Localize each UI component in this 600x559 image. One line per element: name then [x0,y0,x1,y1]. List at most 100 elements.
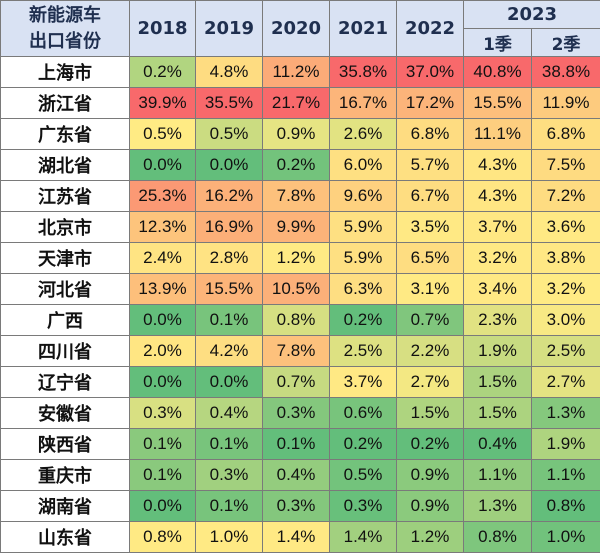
heatmap-cell: 4.3% [463,180,532,212]
heatmap-cell: 0.0% [195,149,263,181]
heatmap-cell: 1.4% [329,521,397,553]
heatmap-cell: 39.9% [129,87,196,119]
heatmap-cell: 0.9% [262,118,330,150]
heatmap-cell: 15.5% [463,87,532,119]
heatmap-cell: 5.9% [329,242,397,274]
heatmap-cell: 1.3% [530,397,600,429]
heatmap-cell: 0.1% [195,304,263,336]
heatmap-cell: 0.7% [396,304,464,336]
row-label: 河北省 [0,273,130,305]
row-label: 山东省 [0,521,130,553]
row-label: 辽宁省 [0,366,130,398]
heatmap-cell: 0.1% [262,428,330,460]
heatmap-cell: 2.2% [396,335,464,367]
heatmap-cell: 11.1% [463,118,532,150]
heatmap-cell: 0.6% [329,397,397,429]
heatmap-cell: 17.2% [396,87,464,119]
table-row: 上海市 0.2% 4.8% 11.2% 35.8% 37.0% 40.8% 38.8% [0,56,600,88]
heatmap-cell: 37.0% [396,56,464,88]
row-label: 浙江省 [0,87,130,119]
heatmap-cell: 0.1% [195,428,263,460]
heatmap-cell: 3.8% [530,242,600,274]
corner-label-line-2: 出口省份 [29,30,101,52]
table-row: 安徽省 0.3% 0.4% 0.3% 0.6% 1.5% 1.5% 1.3% [0,397,600,429]
heatmap-cell: 1.0% [195,521,263,553]
heatmap-cell: 0.2% [262,149,330,181]
heatmap-cell: 0.1% [129,428,196,460]
heatmap-cell: 0.3% [262,490,330,522]
heatmap-cell: 5.9% [329,211,397,243]
heatmap-cell: 2.6% [329,118,397,150]
column-header: 2018 [129,0,196,57]
row-label: 上海市 [0,56,130,88]
column-header: 2021 [329,0,397,57]
table-row: 重庆市 0.1% 0.3% 0.4% 0.5% 0.9% 1.1% 1.1% [0,459,600,491]
table-row: 浙江省 39.9% 35.5% 21.7% 16.7% 17.2% 15.5% 11.9% [0,87,600,119]
heatmap-cell: 0.5% [329,459,397,491]
heatmap-cell: 3.7% [463,211,532,243]
heatmap-cell: 0.0% [129,304,196,336]
heatmap-cell: 4.3% [463,149,532,181]
heatmap-cell: 0.1% [195,490,263,522]
heatmap-cell: 3.4% [463,273,532,305]
heatmap-cell: 0.2% [396,428,464,460]
heatmap-cell: 0.8% [463,521,532,553]
table-row: 河北省 13.9% 15.5% 10.5% 6.3% 3.1% 3.4% 3.2% [0,273,600,305]
heatmap-cell: 21.7% [262,87,330,119]
row-label: 陕西省 [0,428,130,460]
heatmap-cell: 1.5% [396,397,464,429]
column-header: 2020 [262,0,330,57]
heatmap-cell: 0.5% [195,118,263,150]
heatmap-cell: 0.7% [262,366,330,398]
table-row: 辽宁省 0.0% 0.0% 0.7% 3.7% 2.7% 1.5% 2.7% [0,366,600,398]
heatmap-cell: 0.0% [129,149,196,181]
heatmap-cell: 38.8% [530,56,600,88]
heatmap-cell: 6.8% [396,118,464,150]
row-label: 重庆市 [0,459,130,491]
heatmap-cell: 0.2% [329,428,397,460]
heatmap-cell: 0.4% [195,397,263,429]
heatmap-cell: 40.8% [463,56,532,88]
heatmap-cell: 6.3% [329,273,397,305]
heatmap-cell: 1.1% [530,459,600,491]
heatmap-cell: 7.8% [262,180,330,212]
heatmap-cell: 2.4% [129,242,196,274]
heatmap-cell: 16.2% [195,180,263,212]
heatmap-cell: 35.8% [329,56,397,88]
heatmap-cell: 7.2% [530,180,600,212]
heatmap-cell: 25.3% [129,180,196,212]
heatmap-cell: 0.1% [129,459,196,491]
table-body: 上海市 0.2% 4.8% 11.2% 35.8% 37.0% 40.8% 38.8% 浙江省 3… [0,56,600,553]
corner-label-line-1: 新能源车 [29,4,101,26]
heatmap-cell: 0.5% [129,118,196,150]
table-row: 广东省 0.5% 0.5% 0.9% 2.6% 6.8% 11.1% 6.8% [0,118,600,150]
heatmap-cell: 2.7% [396,366,464,398]
row-label: 安徽省 [0,397,130,429]
heatmap-cell: 6.8% [530,118,600,150]
heatmap-cell: 2.3% [463,304,532,336]
heatmap-cell: 15.5% [195,273,263,305]
heatmap-cell: 1.3% [463,490,532,522]
column-header: 2022 [396,0,464,57]
heatmap-cell: 1.4% [262,521,330,553]
heatmap-cell: 0.3% [195,459,263,491]
table-row: 湖南省 0.0% 0.1% 0.3% 0.3% 0.9% 1.3% 0.8% [0,490,600,522]
heatmap-cell: 0.2% [329,304,397,336]
table-row: 江苏省 25.3% 16.2% 7.8% 9.6% 6.7% 4.3% 7.2% [0,180,600,212]
heatmap-cell: 1.0% [530,521,600,553]
heatmap-cell: 0.3% [329,490,397,522]
heatmap-cell: 0.9% [396,490,464,522]
heatmap-cell: 5.7% [396,149,464,181]
heatmap-cell: 2.8% [195,242,263,274]
heatmap-cell: 0.8% [530,490,600,522]
heatmap-cell: 0.0% [129,366,196,398]
row-label: 广西 [0,304,130,336]
table-row: 陕西省 0.1% 0.1% 0.1% 0.2% 0.2% 0.4% 1.9% [0,428,600,460]
row-label: 广东省 [0,118,130,150]
heatmap-cell: 4.2% [195,335,263,367]
heatmap-cell: 1.5% [463,366,532,398]
table-row: 湖北省 0.0% 0.0% 0.2% 6.0% 5.7% 4.3% 7.5% [0,149,600,181]
table-row: 山东省 0.8% 1.0% 1.4% 1.4% 1.2% 0.8% 1.0% [0,521,600,553]
row-label: 湖南省 [0,490,130,522]
